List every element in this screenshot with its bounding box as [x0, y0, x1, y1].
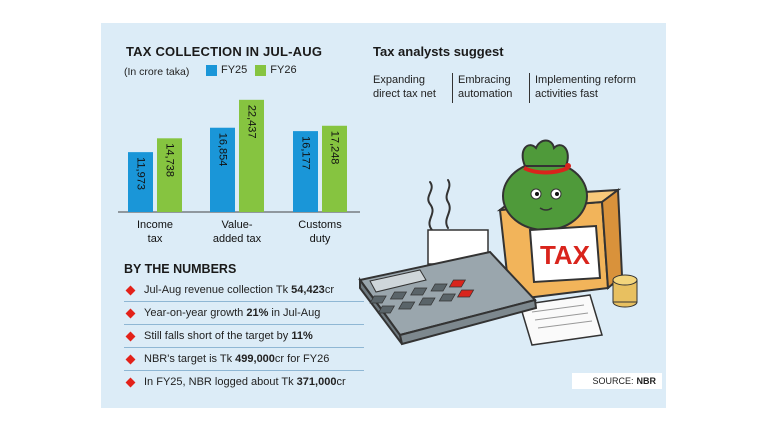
- category-label: Income: [137, 219, 173, 231]
- fact-item: Still falls short of the target by 11%: [124, 325, 364, 348]
- fact-text: NBR's target is Tk 499,000cr for FY26: [144, 353, 330, 365]
- bar-value-label: 16,177: [300, 136, 312, 170]
- bullet-diamond-icon: [125, 285, 136, 295]
- chart-unit-label: (In crore taka): [124, 66, 190, 78]
- suggestion-item: Expanding direct tax net: [373, 74, 436, 100]
- legend-item-fy25: FY25: [206, 64, 247, 76]
- fact-text: Year-on-year growth 21% in Jul-Aug: [144, 307, 321, 319]
- fact-item: Jul-Aug revenue collection Tk 54,423cr: [124, 279, 364, 302]
- coin-stack-icon: [612, 274, 638, 308]
- facts-list: Jul-Aug revenue collection Tk 54,423cr Y…: [124, 279, 364, 393]
- bar-fy26: [157, 138, 182, 212]
- bullet-diamond-icon: [125, 354, 136, 364]
- divider: [452, 73, 453, 103]
- numbers-title: BY THE NUMBERS: [124, 262, 237, 276]
- chart-legend: FY25 FY26: [206, 64, 301, 76]
- legend-item-fy26: FY26: [255, 64, 297, 76]
- bullet-diamond-icon: [125, 377, 136, 387]
- fact-item: Year-on-year growth 21% in Jul-Aug: [124, 302, 364, 325]
- category-label: duty: [310, 233, 331, 245]
- fact-item: In FY25, NBR logged about Tk 371,000cr: [124, 371, 364, 393]
- smoke-swirl-icon: [427, 179, 451, 231]
- category-label: tax: [148, 233, 163, 245]
- bullet-diamond-icon: [125, 308, 136, 318]
- bar-chart: 11,973 14,738 Income tax 16,854 22,437 Value-a…: [118, 99, 360, 245]
- money-bag-icon: [502, 139, 588, 231]
- tax-illustration: TAX: [358, 139, 638, 346]
- bullet-diamond-icon: [125, 331, 136, 341]
- calculator-icon: [358, 229, 538, 346]
- fact-item: NBR's target is Tk 499,000cr for FY26: [124, 348, 364, 371]
- bar-value-label: 11,973: [135, 157, 147, 190]
- legend-label-fy26: FY26: [270, 64, 297, 76]
- legend-swatch-fy25: [206, 64, 217, 76]
- bar-fy25: [293, 131, 318, 212]
- category-label: added tax: [213, 233, 262, 245]
- analysts-title: Tax analysts suggest: [373, 44, 504, 59]
- suggestion-item: Implementing reform activities fast: [535, 74, 636, 100]
- category-label: Value-: [222, 219, 253, 231]
- bar-value-label: 16,854: [217, 133, 229, 167]
- suggestion-item: Embracing automation: [458, 74, 513, 100]
- category-label: Customs: [298, 219, 342, 231]
- paper-sheet-icon: [519, 294, 603, 346]
- legend-swatch-fy26: [255, 64, 267, 76]
- fact-text: In FY25, NBR logged about Tk 371,000cr: [144, 376, 346, 388]
- fact-text: Jul-Aug revenue collection Tk 54,423cr: [144, 284, 334, 296]
- bar-fy25: [128, 152, 153, 212]
- tax-label-card: TAX: [528, 224, 602, 284]
- fact-text: Still falls short of the target by 11%: [144, 330, 313, 342]
- source-tag: SOURCE: NBR: [572, 373, 662, 389]
- bar-value-label: 17,248: [329, 131, 341, 165]
- bar-fy26: [322, 125, 347, 212]
- legend-label-fy25: FY25: [221, 64, 248, 76]
- bar-value-label: 22,437: [246, 105, 258, 139]
- bar-value-label: 14,738: [164, 143, 176, 177]
- divider: [529, 73, 530, 103]
- bar-fy26: [239, 99, 264, 212]
- tax-label-text: TAX: [540, 240, 591, 270]
- chart-title: TAX COLLECTION IN JUL-AUG: [126, 44, 323, 59]
- bar-fy25: [210, 127, 235, 212]
